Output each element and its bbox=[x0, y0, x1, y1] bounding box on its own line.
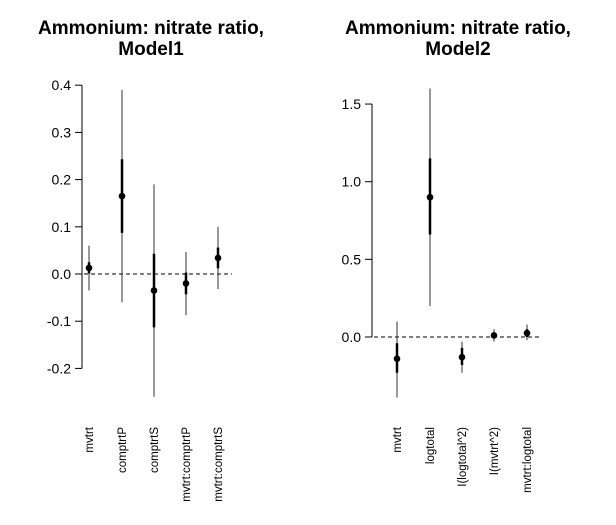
category-label: mvtrt bbox=[392, 426, 404, 452]
estimate-point bbox=[182, 280, 190, 287]
category-label: I(mvtrt^2) bbox=[489, 427, 501, 475]
estimate-point bbox=[150, 287, 158, 294]
y-axis: 0.0 0.5 1.0 1.5 bbox=[342, 96, 373, 345]
y-tick-label: 0.4 bbox=[52, 77, 72, 93]
estimate-point bbox=[393, 355, 401, 363]
y-tick-label: 0.5 bbox=[342, 251, 362, 267]
panel-title-line-2: Model1 bbox=[118, 39, 184, 60]
panel-title-line-1: Ammonium: nitrate ratio, bbox=[38, 18, 264, 39]
estimate-point bbox=[214, 254, 222, 262]
y-tick-label: 0.3 bbox=[52, 124, 72, 140]
panel-title-line-1: Ammonium: nitrate ratio, bbox=[345, 18, 571, 39]
estimate-point bbox=[426, 193, 434, 201]
y-tick-label: -0.1 bbox=[47, 313, 71, 329]
category-labels: mvtrt comptrtP comptrtS mvtrt:comptrtP mvtrt… bbox=[84, 426, 225, 502]
estimate-point bbox=[523, 329, 531, 337]
category-labels: mvtrt logtotal I(logtotal^2) I(mvtrt^2) mvtr… bbox=[392, 426, 534, 493]
estimate-point bbox=[85, 264, 93, 272]
y-tick-label: 0.1 bbox=[52, 219, 72, 235]
y-tick-label: 1.5 bbox=[342, 96, 362, 112]
panel-model2: Ammonium: nitrate ratio, Model2 0.0 0.5 1.… bbox=[342, 18, 571, 493]
y-axis: -0.2 -0.1 0.0 0.1 0.2 0.3 0.4 bbox=[47, 77, 83, 376]
coefficient-marks bbox=[393, 88, 531, 398]
estimate-point bbox=[458, 353, 466, 361]
category-label: comptrtS bbox=[149, 427, 161, 473]
y-tick-label: 1.0 bbox=[342, 174, 362, 190]
y-tick-label: 0.0 bbox=[342, 329, 362, 345]
category-label: logtotal bbox=[425, 427, 437, 464]
category-label: comptrtP bbox=[117, 427, 129, 473]
estimate-point bbox=[490, 332, 498, 339]
category-label: I(logtotal^2) bbox=[457, 427, 469, 487]
y-tick-label: -0.2 bbox=[47, 360, 71, 376]
category-label: mvtrt:logtotal bbox=[522, 427, 534, 493]
y-tick-label: 0.0 bbox=[52, 266, 72, 282]
category-label: mvtrt bbox=[84, 426, 96, 452]
panel-title-line-2: Model2 bbox=[425, 39, 490, 60]
y-tick-label: 0.2 bbox=[52, 172, 72, 188]
category-label: mvtrt:comptrtP bbox=[181, 427, 193, 502]
coefficient-marks bbox=[85, 89, 222, 397]
category-label: mvtrt:comptrtS bbox=[213, 427, 225, 502]
panel-model1: Ammonium: nitrate ratio, Model1 -0.2 -0.1… bbox=[38, 18, 264, 502]
estimate-point bbox=[118, 192, 126, 200]
